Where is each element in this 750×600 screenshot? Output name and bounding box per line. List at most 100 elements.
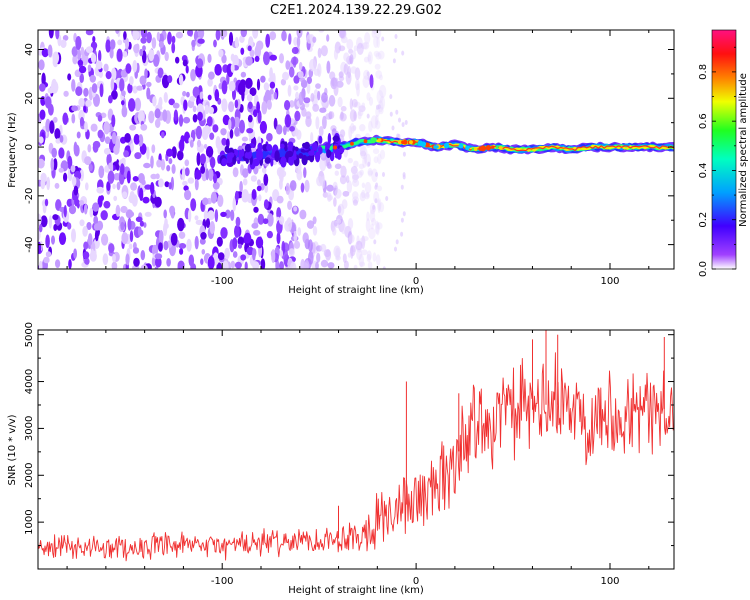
noise-blob bbox=[124, 133, 131, 143]
noise-blob bbox=[228, 32, 234, 46]
noise-blob bbox=[352, 191, 359, 200]
noise-blob bbox=[347, 157, 353, 164]
signal-blob bbox=[301, 154, 308, 166]
noise-blob bbox=[230, 209, 235, 221]
noise-blob bbox=[48, 103, 54, 116]
signal-knot bbox=[480, 145, 487, 152]
noise-blob bbox=[127, 211, 135, 218]
noise-blob bbox=[358, 163, 365, 169]
noise-blob bbox=[48, 215, 53, 229]
noise-blob bbox=[376, 36, 381, 49]
signal-knot bbox=[498, 146, 503, 150]
noise-blob bbox=[232, 197, 237, 212]
noise-blob bbox=[89, 207, 94, 218]
noise-blob bbox=[400, 184, 404, 190]
noise-blob bbox=[288, 248, 295, 257]
noise-blob bbox=[197, 30, 205, 39]
noise-blob bbox=[73, 141, 78, 156]
noise-blob bbox=[85, 30, 94, 36]
noise-blob bbox=[148, 49, 155, 62]
noise-blob bbox=[253, 229, 261, 236]
colorbar-tick-label: 0.8 bbox=[698, 64, 709, 80]
noise-blob bbox=[154, 108, 161, 119]
noise-blob bbox=[165, 223, 169, 229]
signal-blob bbox=[228, 152, 235, 158]
noise-blob bbox=[365, 218, 371, 232]
noise-blob bbox=[394, 47, 398, 53]
noise-blob bbox=[121, 100, 125, 106]
noise-blob bbox=[85, 99, 92, 107]
noise-blob bbox=[83, 241, 89, 250]
noise-blob bbox=[106, 181, 111, 192]
noise-blob bbox=[146, 146, 150, 160]
noise-blob bbox=[123, 31, 127, 40]
signal-blob bbox=[264, 157, 271, 164]
noise-blob bbox=[361, 249, 368, 256]
noise-blob bbox=[112, 183, 116, 190]
noise-blob bbox=[38, 136, 44, 144]
noise-blob bbox=[95, 60, 103, 70]
noise-blob bbox=[40, 215, 48, 228]
noise-blob bbox=[256, 78, 261, 91]
noise-blob bbox=[285, 182, 291, 195]
noise-blob bbox=[280, 78, 286, 86]
noise-blob bbox=[312, 36, 317, 43]
noise-blob bbox=[382, 266, 386, 269]
noise-blob bbox=[139, 134, 143, 143]
snr-background bbox=[38, 330, 674, 569]
noise-blob bbox=[218, 49, 224, 58]
noise-blob bbox=[102, 253, 109, 266]
noise-blob bbox=[150, 182, 155, 195]
noise-blob bbox=[138, 110, 145, 124]
noise-blob bbox=[363, 56, 370, 63]
noise-blob bbox=[300, 258, 306, 269]
noise-blob bbox=[369, 209, 376, 223]
noise-blob bbox=[78, 97, 85, 107]
colorbar-ticks: 0.0 0.2 0.4 0.6 0.8 bbox=[698, 46, 736, 277]
noise-blob bbox=[222, 105, 227, 112]
noise-blob bbox=[295, 91, 299, 100]
noise-blob bbox=[298, 91, 304, 106]
snr-y-tick-label: 4000 bbox=[24, 369, 35, 394]
noise-blob bbox=[171, 42, 176, 54]
noise-blob bbox=[163, 240, 169, 251]
signal-blob bbox=[298, 153, 304, 159]
noise-blob bbox=[195, 219, 203, 226]
signal-blob bbox=[266, 144, 273, 151]
noise-blob bbox=[133, 257, 140, 267]
signal-blob bbox=[318, 135, 323, 144]
signal-blob bbox=[304, 141, 310, 150]
noise-blob bbox=[284, 114, 292, 128]
noise-blob bbox=[74, 195, 79, 207]
noise-blob bbox=[353, 45, 358, 52]
noise-blob bbox=[357, 111, 362, 120]
noise-blob bbox=[38, 59, 45, 71]
noise-blob bbox=[333, 48, 339, 60]
noise-blob bbox=[305, 116, 312, 128]
noise-blob bbox=[38, 224, 43, 233]
noise-blob bbox=[120, 221, 125, 231]
noise-blob bbox=[245, 56, 253, 66]
noise-blob bbox=[39, 83, 46, 92]
noise-blob bbox=[338, 75, 345, 82]
signal-knot bbox=[333, 145, 338, 150]
noise-blob bbox=[367, 54, 371, 62]
noise-blob bbox=[297, 227, 302, 237]
noise-blob bbox=[130, 182, 138, 191]
spectrogram-panel: -100 0 100 -40 -20 0 20 40 Height of straight … bbox=[7, 29, 675, 296]
noise-blob bbox=[87, 144, 92, 153]
noise-blob bbox=[293, 36, 298, 46]
noise-blob bbox=[367, 161, 371, 167]
noise-blob bbox=[269, 31, 277, 41]
noise-blob bbox=[293, 230, 298, 243]
noise-blob bbox=[312, 216, 317, 225]
noise-blob bbox=[271, 249, 276, 264]
noise-blob bbox=[225, 138, 230, 148]
signal-blob bbox=[287, 141, 294, 147]
noise-blob bbox=[234, 36, 239, 49]
noise-blob bbox=[402, 211, 406, 217]
noise-blob bbox=[109, 47, 114, 59]
noise-blob bbox=[97, 114, 103, 122]
noise-blob bbox=[63, 172, 68, 182]
